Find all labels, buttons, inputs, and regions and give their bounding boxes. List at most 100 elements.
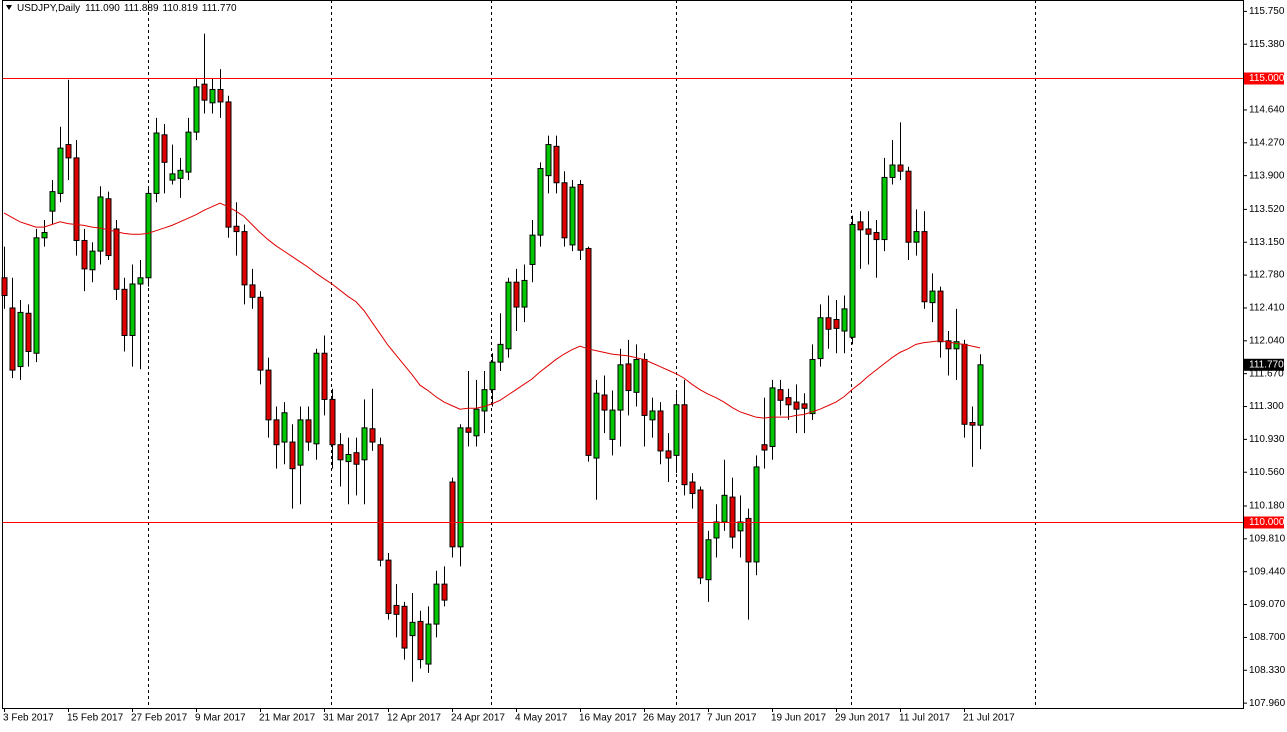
plot-frame [2,0,1244,709]
candle-body [801,403,808,409]
candle-body [953,341,960,350]
candle-body [729,496,736,538]
y-tick-label: 112.410 [1249,303,1285,314]
candle-body [265,369,272,421]
y-tick-label: 109.440 [1249,566,1286,577]
x-tick-label: 15 Feb 2017 [67,713,124,724]
candle-body [425,623,432,665]
candle-body [505,281,512,350]
candle-body [65,144,72,159]
candle-body [97,196,104,252]
candle-body [137,277,144,285]
y-tick-label: 114.640 [1249,105,1285,116]
header-low: 110.819 [163,3,199,14]
chart-header: USDJPY,Daily 111.090 111.889 110.819 111.770 [17,3,237,14]
candle-body [777,389,784,401]
x-tick-label: 21 Jul 2017 [963,713,1015,724]
candle-body [857,221,864,231]
candle-body [793,401,800,410]
y-tick-label: 107.960 [1249,698,1286,709]
menu-triangle [6,5,12,10]
level-label: 110.000 [1249,517,1285,528]
candle-body [617,364,624,411]
candle-body [737,521,744,532]
candle-body [817,317,824,360]
candle-body [849,223,856,338]
candle-body [825,317,832,330]
candle-body [585,247,592,456]
chart-title: USDJPY,Daily [17,3,80,14]
candle-body [1,277,8,297]
candle-body [841,308,848,332]
candle-body [377,444,384,561]
x-tick-label: 24 Apr 2017 [451,713,505,724]
header-open: 111.090 [85,3,120,14]
y-tick-label: 115.750 [1249,6,1285,17]
x-tick-label: 12 Apr 2017 [387,713,441,724]
x-tick-label: 4 May 2017 [515,713,568,724]
y-tick-label: 113.520 [1249,204,1285,215]
candle-body [897,164,904,172]
candle-body [889,164,896,178]
last-price-label: 111.770 [1249,359,1284,370]
candle-body [9,307,16,371]
candle-body [873,231,880,241]
candle-body [177,169,184,179]
candle-body [497,343,504,363]
candle-body [681,404,688,486]
candle-body [545,144,552,177]
candle-body [937,290,944,343]
level-label-box [1244,72,1284,85]
candle-body [609,409,616,440]
candle-body [529,234,536,265]
candle-body [689,481,696,495]
candle-body [41,231,48,239]
candle-body [329,398,336,446]
x-tick-label: 11 Jul 2017 [899,713,950,724]
candle-body [241,231,248,286]
candle-body [761,444,768,451]
y-tick-label: 113.900 [1249,170,1285,181]
candle-body [409,621,416,637]
candle-body [113,228,120,290]
candle-body [721,494,728,523]
y-tick-label: 113.150 [1249,237,1285,248]
y-tick-label: 115.380 [1249,39,1285,50]
candle-body [593,392,600,459]
candle-body [289,441,296,470]
candle-body [457,427,464,548]
candle-body [345,453,352,463]
candle-body [865,228,872,235]
candle-body [33,237,40,354]
y-tick-label: 111.670 [1249,368,1284,379]
candle-body [73,157,80,241]
candle-body [905,170,912,243]
candle-body [57,147,64,194]
candle-body [449,481,456,548]
candle-body [601,394,608,411]
x-tick-label: 16 May 2017 [579,713,637,724]
y-tick-label: 108.700 [1249,632,1286,643]
y-tick-label: 110.180 [1249,501,1285,512]
candle-body [537,168,544,236]
candle-body [89,250,96,271]
candle-body [297,419,304,466]
last-price-box [1244,358,1284,371]
candle-body [121,288,128,336]
candle-body [153,132,160,194]
candle-body [913,231,920,243]
x-tick-label: 31 Mar 2017 [323,713,380,724]
candle-body [257,296,264,371]
header-high: 111.889 [124,3,159,14]
candle-body [641,358,648,416]
y-tick-label: 111.300 [1249,401,1284,412]
x-tick-label: 3 Feb 2017 [3,713,54,724]
candle-body [929,290,936,304]
candle-body [49,191,56,212]
candle-body [945,340,952,350]
candle-body [561,182,568,239]
candle-body [785,397,792,406]
candle-body [161,134,168,163]
candle-body [353,452,360,465]
